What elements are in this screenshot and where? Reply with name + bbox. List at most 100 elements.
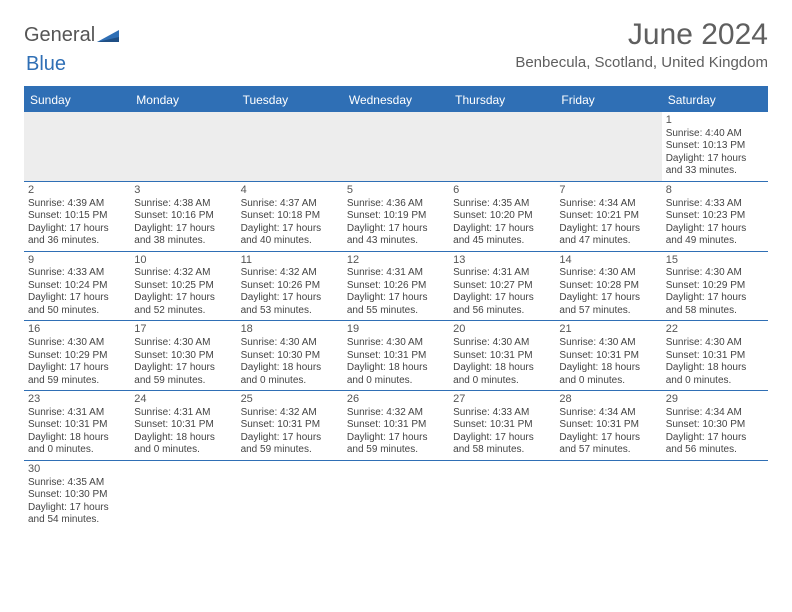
day-sunset: Sunset: 10:26 PM [241,280,339,293]
day-sunrise: Sunrise: 4:30 AM [453,337,551,350]
calendar-day-cell: 7Sunrise: 4:34 AMSunset: 10:21 PMDayligh… [555,182,661,251]
day-dl1: Daylight: 17 hours [559,223,657,236]
day-sunrise: Sunrise: 4:35 AM [453,198,551,211]
day-sunset: Sunset: 10:16 PM [134,210,232,223]
day-dl2: and 57 minutes. [559,444,657,457]
calendar-blank-cell [130,461,236,530]
calendar-day-cell: 19Sunrise: 4:30 AMSunset: 10:31 PMDaylig… [343,321,449,390]
day-number: 11 [241,254,339,268]
day-number: 2 [28,184,126,198]
calendar-day-cell: 23Sunrise: 4:31 AMSunset: 10:31 PMDaylig… [24,391,130,460]
day-dl1: Daylight: 17 hours [347,292,445,305]
logo-text-general: General [24,24,95,47]
day-dl2: and 59 minutes. [241,444,339,457]
day-number: 19 [347,323,445,337]
calendar-day-cell: 29Sunrise: 4:34 AMSunset: 10:30 PMDaylig… [662,391,768,460]
day-dl1: Daylight: 18 hours [453,362,551,375]
calendar-week-row: 16Sunrise: 4:30 AMSunset: 10:29 PMDaylig… [24,321,768,391]
calendar-day-cell: 11Sunrise: 4:32 AMSunset: 10:26 PMDaylig… [237,252,343,321]
day-sunrise: Sunrise: 4:33 AM [666,198,764,211]
title-block: June 2024 Benbecula, Scotland, United Ki… [515,18,768,71]
day-dl1: Daylight: 17 hours [28,362,126,375]
calendar-blank-cell [343,112,449,181]
day-number: 9 [28,254,126,268]
day-number: 3 [134,184,232,198]
calendar-blank-cell [237,461,343,530]
day-sunset: Sunset: 10:31 PM [559,350,657,363]
day-dl2: and 40 minutes. [241,235,339,248]
calendar-day-cell: 21Sunrise: 4:30 AMSunset: 10:31 PMDaylig… [555,321,661,390]
calendar-day-cell: 25Sunrise: 4:32 AMSunset: 10:31 PMDaylig… [237,391,343,460]
calendar-day-cell: 3Sunrise: 4:38 AMSunset: 10:16 PMDayligh… [130,182,236,251]
sail-icon [97,26,119,42]
day-dl2: and 50 minutes. [28,305,126,318]
month-title: June 2024 [515,18,768,52]
calendar-header-cell: Sunday [24,88,130,112]
day-sunset: Sunset: 10:31 PM [666,350,764,363]
calendar-header-cell: Tuesday [237,88,343,112]
day-dl2: and 43 minutes. [347,235,445,248]
day-dl1: Daylight: 17 hours [666,223,764,236]
calendar: SundayMondayTuesdayWednesdayThursdayFrid… [24,86,768,530]
calendar-blank-cell [662,461,768,530]
day-dl1: Daylight: 17 hours [666,292,764,305]
day-dl1: Daylight: 17 hours [28,502,126,515]
day-dl2: and 36 minutes. [28,235,126,248]
day-sunrise: Sunrise: 4:30 AM [559,267,657,280]
day-dl1: Daylight: 17 hours [241,292,339,305]
day-dl1: Daylight: 18 hours [666,362,764,375]
day-sunset: Sunset: 10:25 PM [134,280,232,293]
day-sunset: Sunset: 10:31 PM [28,419,126,432]
day-dl2: and 45 minutes. [453,235,551,248]
calendar-header-cell: Wednesday [343,88,449,112]
day-sunrise: Sunrise: 4:30 AM [347,337,445,350]
day-sunrise: Sunrise: 4:31 AM [28,407,126,420]
day-number: 18 [241,323,339,337]
calendar-day-cell: 14Sunrise: 4:30 AMSunset: 10:28 PMDaylig… [555,252,661,321]
day-sunset: Sunset: 10:31 PM [134,419,232,432]
day-dl2: and 58 minutes. [666,305,764,318]
day-number: 17 [134,323,232,337]
day-sunrise: Sunrise: 4:36 AM [347,198,445,211]
calendar-day-cell: 26Sunrise: 4:32 AMSunset: 10:31 PMDaylig… [343,391,449,460]
day-dl2: and 0 minutes. [134,444,232,457]
day-dl1: Daylight: 17 hours [347,432,445,445]
day-dl2: and 0 minutes. [241,375,339,388]
day-sunset: Sunset: 10:30 PM [666,419,764,432]
logo: General [24,18,119,47]
day-dl2: and 55 minutes. [347,305,445,318]
logo-text-blue: Blue [26,53,66,75]
calendar-week-row: 9Sunrise: 4:33 AMSunset: 10:24 PMDayligh… [24,252,768,322]
day-sunset: Sunset: 10:23 PM [666,210,764,223]
calendar-day-cell: 28Sunrise: 4:34 AMSunset: 10:31 PMDaylig… [555,391,661,460]
day-dl2: and 58 minutes. [453,444,551,457]
calendar-day-cell: 22Sunrise: 4:30 AMSunset: 10:31 PMDaylig… [662,321,768,390]
day-sunset: Sunset: 10:15 PM [28,210,126,223]
day-sunset: Sunset: 10:20 PM [453,210,551,223]
day-dl2: and 0 minutes. [28,444,126,457]
calendar-header-cell: Saturday [662,88,768,112]
day-dl1: Daylight: 17 hours [559,292,657,305]
calendar-day-cell: 18Sunrise: 4:30 AMSunset: 10:30 PMDaylig… [237,321,343,390]
day-number: 6 [453,184,551,198]
day-sunset: Sunset: 10:31 PM [559,419,657,432]
day-dl1: Daylight: 17 hours [241,432,339,445]
calendar-week-row: 1Sunrise: 4:40 AMSunset: 10:13 PMDayligh… [24,112,768,182]
calendar-day-cell: 9Sunrise: 4:33 AMSunset: 10:24 PMDayligh… [24,252,130,321]
day-dl1: Daylight: 17 hours [347,223,445,236]
day-dl2: and 53 minutes. [241,305,339,318]
day-dl1: Daylight: 17 hours [241,223,339,236]
day-dl2: and 59 minutes. [28,375,126,388]
calendar-blank-cell [24,112,130,181]
day-number: 25 [241,393,339,407]
calendar-day-cell: 17Sunrise: 4:30 AMSunset: 10:30 PMDaylig… [130,321,236,390]
day-sunrise: Sunrise: 4:34 AM [559,198,657,211]
calendar-day-cell: 1Sunrise: 4:40 AMSunset: 10:13 PMDayligh… [662,112,768,181]
page: General June 2024 Benbecula, Scotland, U… [0,0,792,530]
day-sunrise: Sunrise: 4:30 AM [28,337,126,350]
day-sunset: Sunset: 10:30 PM [134,350,232,363]
calendar-day-cell: 10Sunrise: 4:32 AMSunset: 10:25 PMDaylig… [130,252,236,321]
day-sunrise: Sunrise: 4:37 AM [241,198,339,211]
day-dl2: and 0 minutes. [666,375,764,388]
day-sunset: Sunset: 10:31 PM [453,350,551,363]
